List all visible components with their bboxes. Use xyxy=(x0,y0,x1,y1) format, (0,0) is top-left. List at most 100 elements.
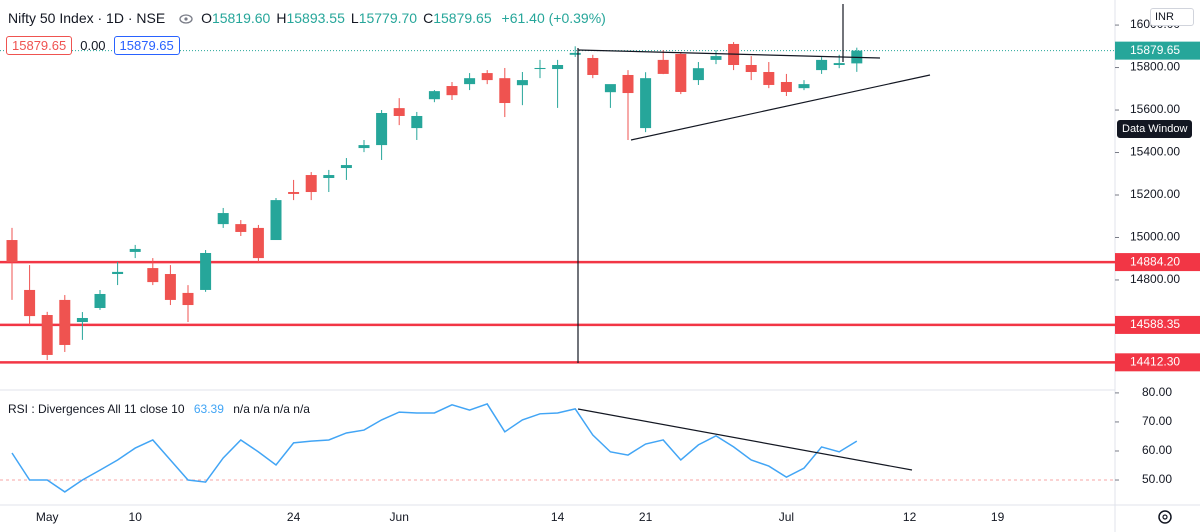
ohlc-value: 15879.65 xyxy=(433,10,492,26)
ohlc-value: 15819.60 xyxy=(211,10,271,26)
symbol-title: Nifty 50 Index · 1D · NSE xyxy=(8,10,166,26)
candle-body xyxy=(798,84,810,89)
currency-button[interactable]: INR xyxy=(1150,8,1194,26)
candle-body xyxy=(288,192,300,194)
rsi-legend: RSI : Divergences All 11 close 10 63.39 … xyxy=(8,402,310,416)
y-tick-label: 50.00 xyxy=(1142,472,1172,486)
trendline xyxy=(577,49,881,59)
ohlc-key: C xyxy=(423,10,434,26)
candle-body xyxy=(640,78,652,129)
candle-body xyxy=(235,224,247,232)
ohlc-value: 15779.70 xyxy=(358,10,418,26)
candle-body xyxy=(481,73,493,81)
candle-body xyxy=(780,81,792,92)
candle-body xyxy=(604,84,616,93)
candle-body xyxy=(200,252,212,290)
candle-body xyxy=(340,165,352,169)
data-window-button[interactable]: Data Window xyxy=(1117,120,1193,138)
last-price-tag xyxy=(1115,41,1200,60)
y-tick-label: 60.00 xyxy=(1142,443,1172,457)
candle-body xyxy=(833,63,845,65)
x-tick-label: 14 xyxy=(551,510,565,524)
price-level-label: 14588.35 xyxy=(1130,317,1180,331)
x-tick-label: 19 xyxy=(991,510,1005,524)
price-level-label: 14884.20 xyxy=(1130,254,1180,268)
candle-body xyxy=(129,248,141,252)
settings-icon[interactable] xyxy=(1158,510,1172,524)
candle-body xyxy=(6,240,18,262)
rsi-title: RSI : Divergences All 11 close 10 xyxy=(8,402,185,416)
candle-body xyxy=(41,315,53,355)
candle-body xyxy=(516,80,528,86)
candle-body xyxy=(411,115,423,129)
y-tick-label: 15200.00 xyxy=(1130,187,1180,201)
ohlc-key: L xyxy=(350,10,359,26)
quote: 15879.65 0.00 15879.65 xyxy=(6,36,180,55)
price-level-tag xyxy=(1115,353,1200,372)
candle-body xyxy=(428,91,440,100)
candle-body xyxy=(305,175,317,193)
x-tick-label: Jun xyxy=(390,510,409,524)
spread: 0.00 xyxy=(80,38,106,53)
y-tick-label: 80.00 xyxy=(1142,385,1172,399)
candle-body xyxy=(675,53,687,92)
bid[interactable]: 15879.65 xyxy=(6,36,73,55)
candle-body xyxy=(164,274,176,300)
candle-body xyxy=(745,65,757,73)
rsi-trendline xyxy=(577,408,913,471)
candle-body xyxy=(59,299,71,345)
price-level-label: 14412.30 xyxy=(1130,354,1180,368)
rsi-extra: n/a n/a n/a n/a xyxy=(233,402,310,416)
last-price-label: 15879.65 xyxy=(1130,43,1180,57)
candle-body xyxy=(393,108,405,116)
candle-body xyxy=(94,293,106,309)
y-tick-label: 15400.00 xyxy=(1130,145,1180,159)
candle-body xyxy=(358,145,370,149)
x-tick-label: 21 xyxy=(639,510,653,524)
y-tick-label: 15000.00 xyxy=(1130,230,1180,244)
candle-body xyxy=(112,271,124,275)
y-tick-label: 15800.00 xyxy=(1130,60,1180,74)
candle-body xyxy=(587,57,599,75)
ohlc-key: O xyxy=(201,10,212,26)
candle-body xyxy=(376,113,388,146)
candle-body xyxy=(569,52,581,55)
legend: Nifty 50 Index · 1D · NSE O15819.60 H1589… xyxy=(8,10,606,26)
candle-body xyxy=(464,78,476,85)
ohlc-value: 15893.55 xyxy=(286,10,345,26)
candle-body xyxy=(217,213,229,225)
x-tick-label: 24 xyxy=(287,510,301,524)
rsi-value: 63.39 xyxy=(193,402,224,416)
candle-body xyxy=(323,175,335,179)
x-tick-label: May xyxy=(36,510,59,524)
y-tick-label: 70.00 xyxy=(1142,414,1172,428)
x-tick-label: 10 xyxy=(129,510,143,524)
change: +61.40 (+0.39%) xyxy=(501,10,606,26)
candle-body xyxy=(252,227,264,259)
candle-body xyxy=(499,78,511,104)
price-level-tag xyxy=(1115,315,1200,334)
x-tick-label: Jul xyxy=(779,510,794,524)
ohlc-key: H xyxy=(276,10,287,26)
rsi-line xyxy=(11,403,858,493)
ask[interactable]: 15879.65 xyxy=(113,36,180,55)
visibility-icon[interactable] xyxy=(179,14,193,24)
y-tick-label: 15600.00 xyxy=(1130,102,1180,116)
x-tick-label: 12 xyxy=(903,510,917,524)
candle-body xyxy=(182,292,194,306)
candle-body xyxy=(622,74,634,94)
price-level-tag xyxy=(1115,253,1200,272)
candle-body xyxy=(270,200,282,241)
y-tick-label: 14800.00 xyxy=(1130,272,1180,286)
candle-body xyxy=(816,59,828,71)
ohlc: O15819.60 H15893.55 L15779.70 C15879.65 xyxy=(195,10,492,26)
candle-body xyxy=(763,72,775,85)
candle-body xyxy=(534,67,546,70)
candle-body xyxy=(24,289,36,317)
candle-body xyxy=(552,65,564,70)
candle-body xyxy=(710,56,722,60)
trendline xyxy=(630,74,931,141)
candle-body xyxy=(692,68,704,81)
